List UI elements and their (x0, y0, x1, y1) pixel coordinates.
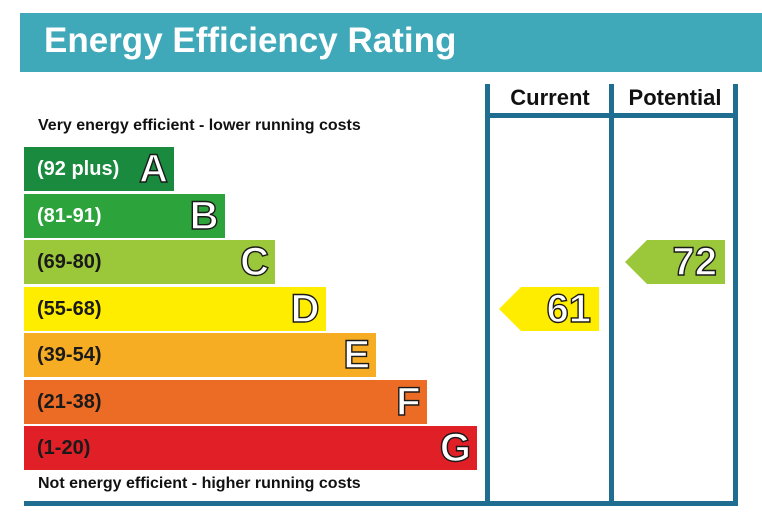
potential-pointer-arrow (625, 240, 725, 284)
potential-rating-value: 72 (672, 239, 718, 284)
band-letter: E (343, 332, 371, 377)
current-pointer-shape (499, 286, 599, 331)
band-c: (69-80) C (24, 239, 275, 285)
band-range-label: (55-68) (37, 297, 102, 320)
potential-rating-pointer: 72 (625, 239, 725, 285)
band-range-label: (69-80) (37, 251, 102, 273)
band-range-label: (21-38) (37, 390, 102, 413)
band-range-label: (81-91) (37, 204, 102, 227)
band-range-label: (92 plus) (37, 158, 120, 180)
band-range-label: (1-20) (37, 437, 91, 459)
bottom-caption: Not energy efficient - higher running co… (38, 475, 361, 492)
band-a: (92 plus) A (24, 146, 174, 192)
band-letter: B (189, 193, 219, 238)
header-banner: Energy Efficiency Rating (20, 13, 762, 72)
top-caption: Very energy efficient - lower running co… (38, 117, 361, 134)
potential-column-header: Potential (628, 85, 722, 110)
table-line-header (485, 113, 738, 118)
band-letter: F (395, 379, 421, 424)
band-d: (55-68) D (24, 286, 326, 331)
band-b: (81-91) B (24, 193, 225, 238)
table-line-right (733, 84, 738, 506)
current-rating-value: 61 (546, 286, 592, 331)
band-letter: A (138, 146, 168, 191)
table-line-bottom (24, 501, 738, 506)
band-f: (21-38) F (24, 379, 427, 424)
band-letter: D (290, 286, 320, 331)
potential-pointer-shape (625, 240, 725, 284)
current-rating-pointer: 61 (499, 286, 599, 331)
table-line-left (485, 84, 490, 506)
band-letter: G (439, 425, 472, 470)
page-title: Energy Efficiency Rating (44, 21, 457, 60)
table-line-middle (609, 84, 614, 506)
band-e: (39-54) E (24, 332, 376, 378)
current-column-header: Current (510, 85, 590, 110)
band-range-label: (39-54) (37, 344, 102, 366)
band-letter: C (239, 239, 269, 284)
band-g: (1-20) G (24, 425, 477, 471)
current-pointer-arrow (499, 286, 599, 331)
